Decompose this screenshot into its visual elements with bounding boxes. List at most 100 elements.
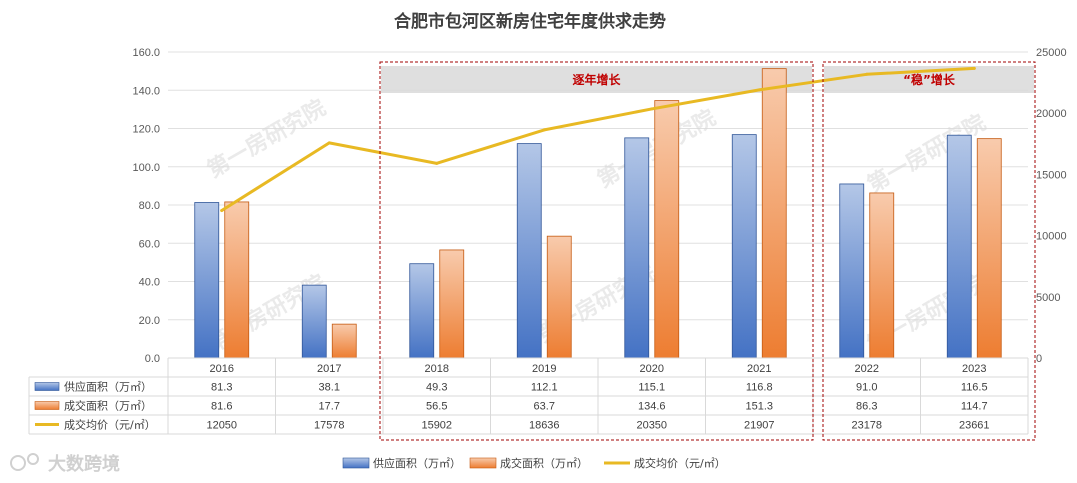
x-tick-label: 2018 (425, 363, 449, 375)
table-value: 114.7 (961, 401, 988, 413)
y-left-tick-label: 60.0 (139, 238, 160, 250)
table-value: 17.7 (319, 401, 340, 413)
table-value: 86.3 (856, 401, 877, 413)
deal-bar (439, 249, 465, 359)
price-point (435, 161, 439, 165)
legend: 供应面积（万㎡） 成交面积（万㎡） 成交均价（元/㎡） (342, 456, 726, 470)
y-left-tick-label: 40.0 (139, 277, 160, 289)
table-value: 63.7 (534, 401, 555, 413)
deal-bar (331, 323, 357, 359)
price-point (327, 141, 331, 145)
table-value: 112.1 (531, 382, 558, 394)
supply-bar (516, 143, 542, 359)
y-left-tick-label: 100.0 (132, 162, 160, 174)
supply-bar (731, 134, 757, 359)
y-axis-right: 0 5000 10000 15000 20000 25000 (1036, 47, 1067, 365)
table-value: 12050 (206, 420, 237, 432)
legend-label: 供应面积（万㎡） (373, 456, 461, 470)
region-frames (379, 61, 1036, 441)
x-tick-label: 2020 (640, 363, 664, 375)
region-header (381, 66, 812, 93)
supply-bar (194, 202, 220, 359)
region-label: 逐年增长 (572, 72, 621, 87)
chart-title: 合肥市包河区新房住宅年度供求走势 (394, 11, 666, 32)
y-left-tick-label: 0.0 (145, 353, 160, 365)
table-value: 56.5 (426, 401, 447, 413)
price-point (220, 209, 224, 213)
table-legend-swatch (34, 382, 60, 391)
table-value: 81.3 (211, 382, 232, 394)
y-axis-left: 0.0 20.0 40.0 60.0 80.0 100.0 120.0 140.0 160.0 (132, 47, 160, 365)
table-row-label: 成交面积（万㎡） (64, 399, 152, 413)
table-row-label: 成交均价（元/㎡） (64, 418, 156, 432)
table-value: 49.3 (426, 382, 447, 394)
deal-bar (869, 192, 895, 359)
price-point (757, 88, 761, 92)
region-frame (379, 61, 814, 441)
table-value: 21907 (744, 420, 775, 432)
region-frame (822, 61, 1036, 441)
table-row-label: 供应面积（万㎡） (64, 380, 152, 394)
table-legend-swatch (34, 401, 60, 410)
x-tick-label: 2017 (317, 363, 341, 375)
table-value: 15902 (421, 420, 452, 432)
supply-bar (839, 183, 865, 359)
x-tick-label: 2016 (210, 363, 234, 375)
logo-text: 大数跨境 (48, 453, 120, 475)
x-tick-label: 2023 (962, 363, 986, 375)
price-line (220, 66, 976, 213)
table-value: 115.1 (638, 382, 665, 394)
region-label: “稳”增长 (903, 72, 956, 87)
table-value: 20350 (636, 420, 667, 432)
deal-bar (224, 201, 250, 359)
supply-bar (301, 284, 327, 359)
supply-bar (409, 263, 435, 359)
deal-bar (546, 235, 572, 359)
data-table: 2016 2017 2018 2019 2020 2021 2022 2023 供应面积（万㎡）… (28, 357, 1029, 435)
table-value: 17578 (314, 420, 345, 432)
table-value: 116.8 (746, 382, 773, 394)
table-value: 134.6 (638, 401, 666, 413)
table-value: 23661 (959, 420, 990, 432)
table-value: 23178 (851, 420, 882, 432)
table-value: 151.3 (745, 401, 773, 413)
y-right-tick-label: 20000 (1036, 108, 1067, 120)
x-tick-label: 2022 (855, 363, 879, 375)
y-right-tick-label: 0 (1036, 353, 1042, 365)
region-bands: 逐年增长 “稳”增长 (381, 66, 1034, 93)
y-left-tick-label: 80.0 (139, 200, 160, 212)
price-point (542, 128, 546, 132)
x-tick-label: 2021 (747, 363, 771, 375)
y-right-tick-label: 15000 (1036, 169, 1067, 181)
table-value: 81.6 (211, 401, 232, 413)
bars (194, 68, 1002, 359)
deal-bar (976, 138, 1002, 359)
legend-swatch (342, 457, 370, 469)
deal-bar (761, 68, 787, 359)
legend-swatch (469, 457, 497, 469)
table-value: 116.5 (961, 382, 988, 394)
y-right-tick-label: 5000 (1036, 292, 1060, 304)
price-point (865, 72, 869, 76)
price-point (650, 107, 654, 111)
table-value: 91.0 (856, 382, 877, 394)
price-point (972, 66, 976, 70)
deal-bar (654, 100, 680, 359)
y-left-tick-label: 140.0 (132, 85, 160, 97)
legend-label: 成交面积（万㎡） (500, 456, 588, 470)
y-right-tick-label: 10000 (1036, 231, 1067, 243)
y-left-tick-label: 160.0 (132, 47, 160, 59)
table-value: 38.1 (319, 382, 340, 394)
price-line-path (220, 66, 976, 213)
logo: 大数跨境 (10, 453, 120, 475)
y-left-tick-label: 20.0 (139, 315, 160, 327)
table-value: 18636 (529, 420, 560, 432)
x-tick-label: 2019 (532, 363, 556, 375)
y-left-tick-label: 120.0 (132, 124, 160, 136)
supply-bar (946, 134, 972, 359)
y-right-tick-label: 25000 (1036, 47, 1067, 59)
legend-label: 成交均价（元/㎡） (634, 456, 726, 470)
watermark-text: 第一房研究院 (203, 95, 330, 184)
supply-bar (624, 137, 650, 359)
